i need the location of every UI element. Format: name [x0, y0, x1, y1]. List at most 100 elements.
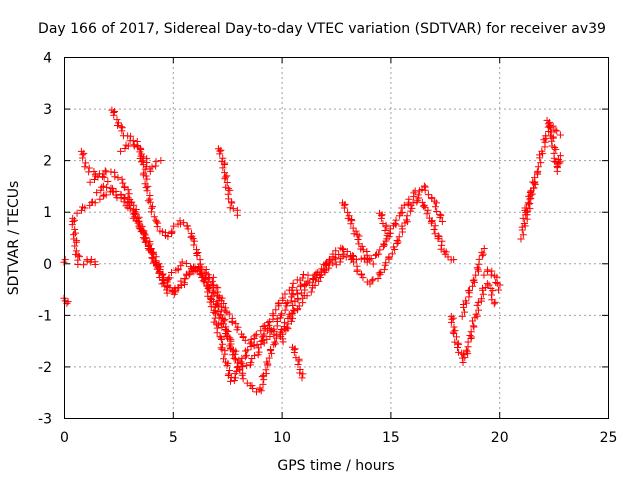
data-point	[434, 235, 442, 243]
data-point	[302, 280, 310, 288]
data-point	[414, 191, 422, 199]
data-point	[483, 280, 491, 288]
data-point	[129, 137, 137, 145]
data-point	[247, 359, 255, 367]
data-point	[155, 269, 163, 277]
data-point	[158, 228, 166, 236]
data-point	[200, 278, 208, 286]
data-point	[146, 240, 154, 248]
data-point	[139, 153, 147, 161]
data-point	[461, 308, 469, 316]
data-point	[130, 142, 138, 150]
data-point	[534, 167, 542, 175]
data-point	[238, 371, 246, 379]
data-point	[551, 126, 559, 134]
data-point	[461, 354, 469, 362]
data-point	[248, 382, 256, 390]
data-point	[153, 218, 161, 226]
y-tick-label: 1	[43, 205, 52, 221]
data-point	[436, 214, 444, 222]
data-point	[437, 245, 445, 253]
data-point	[222, 304, 230, 312]
data-point	[394, 238, 402, 246]
data-point	[82, 159, 90, 167]
data-point	[455, 348, 463, 356]
data-point	[419, 202, 427, 210]
data-point	[553, 163, 561, 171]
data-point	[80, 149, 88, 157]
data-point	[408, 204, 416, 212]
data-point	[102, 191, 110, 199]
data-point	[282, 299, 290, 307]
x-tick-label: 15	[382, 430, 400, 446]
data-point	[347, 220, 355, 228]
data-point	[424, 206, 432, 214]
data-point	[259, 380, 267, 388]
data-point	[183, 222, 191, 230]
data-point	[341, 200, 349, 208]
data-point	[305, 279, 313, 287]
data-point	[216, 332, 224, 340]
data-point	[209, 273, 217, 281]
data-point	[454, 344, 462, 352]
data-point	[223, 362, 231, 370]
data-point	[222, 323, 230, 331]
data-point	[120, 198, 128, 206]
data-point	[220, 299, 228, 307]
data-point	[180, 219, 188, 227]
data-point	[85, 164, 93, 172]
data-point	[524, 199, 532, 207]
data-point	[467, 328, 475, 336]
data-point	[267, 345, 275, 353]
data-point	[477, 295, 485, 303]
data-point	[281, 318, 289, 326]
data-point	[222, 173, 230, 181]
data-point	[395, 233, 403, 241]
data-point	[346, 252, 354, 260]
data-point	[159, 270, 167, 278]
data-point	[155, 260, 163, 268]
data-point	[547, 128, 555, 136]
data-point	[323, 259, 331, 267]
data-point	[432, 199, 440, 207]
data-point	[332, 254, 340, 262]
y-axis-label: SDTVAR / TECUs	[6, 181, 22, 296]
data-point	[228, 199, 236, 207]
data-point	[531, 178, 539, 186]
data-point	[397, 209, 405, 217]
data-point	[91, 260, 99, 268]
data-point	[473, 264, 481, 272]
series-track-j	[93, 182, 348, 396]
data-point	[392, 216, 400, 224]
data-point	[400, 201, 408, 209]
data-point	[257, 340, 265, 348]
data-point	[217, 306, 225, 314]
data-point	[350, 258, 358, 266]
data-point	[221, 350, 229, 358]
data-point	[86, 178, 94, 186]
x-axis-label: GPS time / hours	[277, 458, 394, 474]
data-point	[220, 160, 228, 168]
data-point	[287, 317, 295, 325]
data-point	[479, 290, 487, 298]
data-point	[231, 355, 239, 363]
data-point	[294, 290, 302, 298]
data-point	[480, 245, 488, 253]
data-point	[469, 277, 477, 285]
data-point	[307, 288, 315, 296]
series-track-l	[339, 199, 377, 268]
data-point	[409, 199, 417, 207]
data-point	[336, 258, 344, 266]
data-point	[210, 288, 218, 296]
data-point	[150, 213, 158, 221]
data-point	[136, 148, 144, 156]
data-point	[255, 348, 263, 356]
data-point	[241, 353, 249, 361]
data-point	[275, 299, 283, 307]
data-point	[281, 306, 289, 314]
data-point	[190, 237, 198, 245]
data-point	[298, 289, 306, 297]
data-point	[451, 327, 459, 335]
data-point	[170, 222, 178, 230]
data-point	[239, 375, 247, 383]
